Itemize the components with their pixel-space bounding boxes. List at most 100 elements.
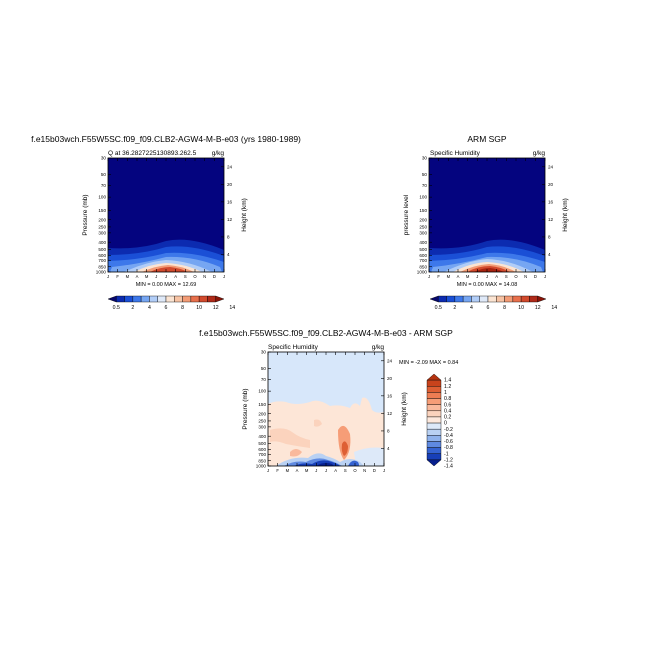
y-tick-label: 500 xyxy=(98,247,106,252)
panel-units: g/kg xyxy=(372,344,385,351)
colorbar-swatch xyxy=(529,295,538,303)
y-tick-label: 200 xyxy=(98,217,106,222)
colorbar-swatch xyxy=(454,295,464,303)
colorbar: 0.5 2 4 6 8 10 12 14 xyxy=(107,295,235,311)
y-right-tick-label: 16 xyxy=(387,393,393,398)
x-tick-label: F xyxy=(116,274,119,279)
panel-units: g/kg xyxy=(533,150,546,157)
y-right-tick-label: 8 xyxy=(548,235,551,240)
y-right-tick-label: 24 xyxy=(227,164,233,169)
colorbar-swatch xyxy=(479,295,489,303)
colorbar-swatch xyxy=(182,295,192,303)
colorbar-label: 14 xyxy=(551,305,557,311)
colorbar-label: 6 xyxy=(487,305,490,311)
panel-title: f.e15b03wch.F55W5SC.f09_f09.CLB2-AGW4-M-… xyxy=(199,328,453,338)
y-right-tick-label: 20 xyxy=(548,182,554,187)
colorbar-swatch xyxy=(165,295,175,303)
x-tick-label: J xyxy=(486,274,488,279)
y-tick-label: 400 xyxy=(419,240,427,245)
y-tick-label: 70 xyxy=(261,377,267,382)
colorbar-label: 0 xyxy=(444,421,447,427)
colorbar-swatch xyxy=(215,295,225,303)
y-axis-label-right: Height (km) xyxy=(401,392,408,426)
colorbar-swatch xyxy=(157,295,167,303)
y-tick-label: 150 xyxy=(98,208,106,213)
colorbar-label: 1.2 xyxy=(444,384,451,390)
colorbar-swatch xyxy=(426,441,442,448)
x-tick-label: S xyxy=(184,274,187,279)
x-tick-label: J xyxy=(325,468,327,473)
y-tick-label: 600 xyxy=(258,447,266,452)
colorbar-swatch xyxy=(426,410,442,418)
colorbar-label: 10 xyxy=(196,305,202,311)
x-tick-label: A xyxy=(296,468,299,473)
y-right-tick-label: 16 xyxy=(548,199,554,204)
y-tick-label: 70 xyxy=(101,183,107,188)
colorbar-swatch xyxy=(426,422,442,430)
y-tick-label: 300 xyxy=(258,424,266,429)
colorbar-swatch xyxy=(438,295,447,303)
x-tick-label: N xyxy=(363,468,366,473)
colorbar-label: 14 xyxy=(229,305,235,311)
colorbar-swatch xyxy=(496,295,505,303)
colorbar-swatch xyxy=(487,295,497,303)
colorbar-swatch xyxy=(174,295,183,303)
colorbar-swatch xyxy=(537,295,547,303)
min-max-label: MIN = 0.00 MAX = 12.69 xyxy=(136,282,197,288)
x-tick-label: J xyxy=(315,468,317,473)
panel-subtitle-left: Specific Humidity xyxy=(268,344,319,351)
colorbar-swatch xyxy=(140,295,150,303)
y-tick-label: 100 xyxy=(419,195,427,200)
colorbar-swatch xyxy=(207,295,216,303)
panel-obs: ARM SGP Specific Humidity g/kg J F M A M J J A S… xyxy=(403,134,569,311)
y-right-tick-label: 12 xyxy=(548,217,554,222)
colorbar-swatch xyxy=(512,295,522,303)
x-tick-label: D xyxy=(534,274,537,279)
y-tick-label: 400 xyxy=(258,434,266,439)
x-tick-label: O xyxy=(514,274,518,279)
y-tick-label: 850 xyxy=(98,264,106,269)
colorbar-label: 0.6 xyxy=(444,402,451,408)
y-right-tick-label: 20 xyxy=(227,182,233,187)
colorbar-label: 2 xyxy=(453,305,456,311)
colorbar-label: 4 xyxy=(470,305,473,311)
y-tick-label: 250 xyxy=(419,225,427,230)
colorbar-swatch xyxy=(426,398,442,405)
y-right-tick-label: 12 xyxy=(227,217,233,222)
min-max-label: MIN = -2.09 MAX = 0.84 xyxy=(399,360,458,366)
colorbar-label: 2 xyxy=(131,305,134,311)
y-tick-label: 30 xyxy=(261,350,267,355)
y-tick-label: 500 xyxy=(419,247,427,252)
x-tick-label: M xyxy=(447,274,451,279)
colorbar-label: 0.8 xyxy=(444,396,451,402)
y-tick-label: 50 xyxy=(101,172,107,177)
panel-model: f.e15b03wch.F55W5SC.f09_f09.CLB2-AGW4-M-… xyxy=(31,134,301,311)
colorbar-swatch xyxy=(520,295,530,303)
colorbar-label: 1.4 xyxy=(444,378,451,384)
y-tick-label: 50 xyxy=(422,172,428,177)
colorbar-label: 8 xyxy=(181,305,184,311)
x-tick-label: N xyxy=(203,274,206,279)
x-tick-label: M xyxy=(305,468,309,473)
colorbar-label: -1.4 xyxy=(444,464,453,470)
colorbar-label: 12 xyxy=(213,305,219,311)
colorbar-swatch xyxy=(426,429,442,436)
colorbar-label: -0.2 xyxy=(444,427,453,433)
colorbar-swatch xyxy=(426,447,442,454)
y-axis-label-left: Pressure (mb) xyxy=(242,388,249,429)
y-tick-label: 700 xyxy=(258,452,266,457)
contour-region xyxy=(314,419,322,427)
contour-region-negative xyxy=(348,460,359,466)
panel-title: ARM SGP xyxy=(467,134,507,144)
colorbar-label: 0.2 xyxy=(444,415,451,421)
colorbar-label: 0.4 xyxy=(444,408,451,414)
contour-region xyxy=(290,449,302,457)
y-axis-label-left: pressure level xyxy=(403,194,410,235)
x-tick-label: A xyxy=(174,274,177,279)
x-tick-label: S xyxy=(344,468,347,473)
colorbar-swatch xyxy=(446,295,456,303)
colorbar-swatch xyxy=(426,416,442,424)
